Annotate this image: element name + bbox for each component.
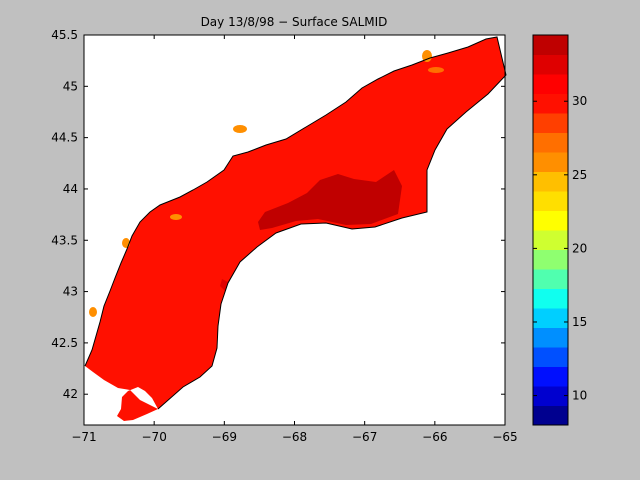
colorbar-cell xyxy=(533,54,568,75)
x-tick-label: −70 xyxy=(142,430,167,444)
colorbar-cell xyxy=(533,74,568,94)
colorbar-cell xyxy=(533,366,568,387)
colorbar-tick-label: 10 xyxy=(572,389,587,403)
y-tick-label: 44.5 xyxy=(51,131,78,145)
colorbar-cell xyxy=(533,230,568,250)
x-tick-label: −69 xyxy=(212,430,237,444)
colorbar-cell xyxy=(533,191,568,211)
x-tick-label: −71 xyxy=(71,430,96,444)
y-tick-label: 44 xyxy=(63,182,78,196)
y-tick-label: 42 xyxy=(63,387,78,401)
colorbar-cell xyxy=(533,93,568,114)
colorbar-cell xyxy=(533,132,568,153)
colorbar-cell xyxy=(533,327,568,348)
colorbar-cell xyxy=(533,152,568,172)
colorbar-cell xyxy=(533,288,568,309)
colorbar-cell xyxy=(533,249,568,270)
colorbar-frame xyxy=(532,34,569,426)
colorbar-cell xyxy=(533,35,568,55)
colorbar-cell xyxy=(533,210,568,231)
colorbar-cell xyxy=(533,269,568,289)
colorbar-cell xyxy=(533,113,568,133)
x-axis: −71 −70 −69 −68 −67 −66 −65 xyxy=(71,35,518,444)
salinity-field xyxy=(85,37,506,421)
colorbar-cells xyxy=(533,35,568,426)
colorbar-cell xyxy=(533,386,568,406)
y-tick-label: 43.5 xyxy=(51,233,78,247)
plume-kennebec xyxy=(170,214,182,220)
colorbar-cell xyxy=(533,171,568,192)
y-tick-label: 42.5 xyxy=(51,336,78,350)
colorbar-cell xyxy=(533,405,568,426)
x-tick-label: −65 xyxy=(492,430,517,444)
coastline xyxy=(84,36,507,410)
plume-penobscot xyxy=(233,125,247,133)
colorbar-tick-label: 15 xyxy=(572,315,587,329)
x-tick-label: −67 xyxy=(352,430,377,444)
colorbar-tick-label: 25 xyxy=(572,168,587,182)
y-tick-label: 45.5 xyxy=(51,28,78,42)
chart-title: Day 13/8/98 − Surface SALMID xyxy=(201,15,388,29)
plot-area xyxy=(83,34,507,426)
colorbar-ticks: 10 15 20 25 30 xyxy=(533,94,587,403)
colorbar-cell xyxy=(533,308,568,328)
plume-bay-of-fundy-head xyxy=(428,67,444,73)
colorbar-cell xyxy=(533,347,568,367)
colorbar: 10 15 20 25 30 xyxy=(532,34,587,426)
y-tick-label: 43 xyxy=(63,285,78,299)
high-salinity-patch xyxy=(258,170,402,230)
x-tick-label: −66 xyxy=(422,430,447,444)
colorbar-tick-label: 30 xyxy=(572,94,587,108)
x-tick-label: −68 xyxy=(282,430,307,444)
plume-merrimack xyxy=(89,307,97,317)
y-tick-label: 45 xyxy=(63,79,78,93)
colorbar-tick-label: 20 xyxy=(572,241,587,255)
y-axis: 42 42.5 43 43.5 44 44.5 45 45.5 xyxy=(51,28,505,401)
plume-saint-john xyxy=(422,50,432,62)
